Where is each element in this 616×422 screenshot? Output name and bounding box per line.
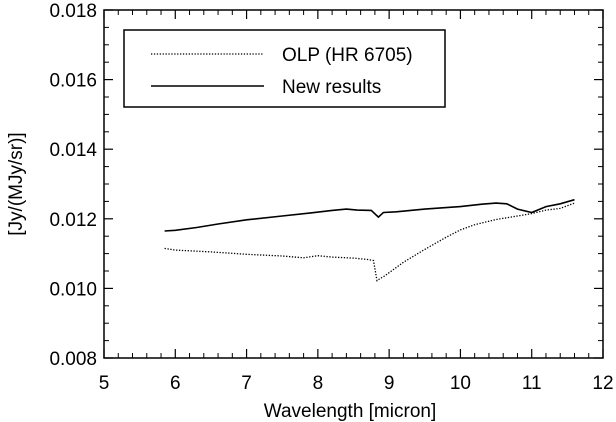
x-tick-label: 6 (170, 373, 181, 394)
x-tick-label: 7 (241, 373, 252, 394)
x-tick-label: 12 (592, 373, 613, 394)
legend-box (123, 29, 446, 108)
y-tick-label: 0.012 (49, 210, 97, 231)
x-tick-label: 5 (99, 373, 110, 394)
x-tick-label: 10 (450, 373, 471, 394)
x-tick-label: 8 (313, 373, 324, 394)
x-tick-label: 11 (522, 373, 542, 394)
y-tick-label: 0.014 (49, 140, 97, 161)
y-tick-label: 0.008 (49, 349, 97, 370)
legend-label-1: OLP (HR 6705) (282, 45, 413, 66)
series-line-2 (164, 198, 575, 232)
y-tick-label: 0.010 (49, 279, 97, 300)
y-tick-label: 0.018 (49, 1, 97, 22)
y-tick-label: 0.016 (49, 71, 97, 92)
x-tick-label: 9 (384, 373, 395, 394)
y-axis-title: [Jy/(MJy/sr)] (6, 132, 27, 235)
series-line-1 (164, 202, 575, 282)
legend-label-2: New results (282, 77, 381, 98)
legend: OLP (HR 6705) New results (123, 29, 446, 108)
x-axis-title: Wavelength [micron] (264, 401, 436, 422)
